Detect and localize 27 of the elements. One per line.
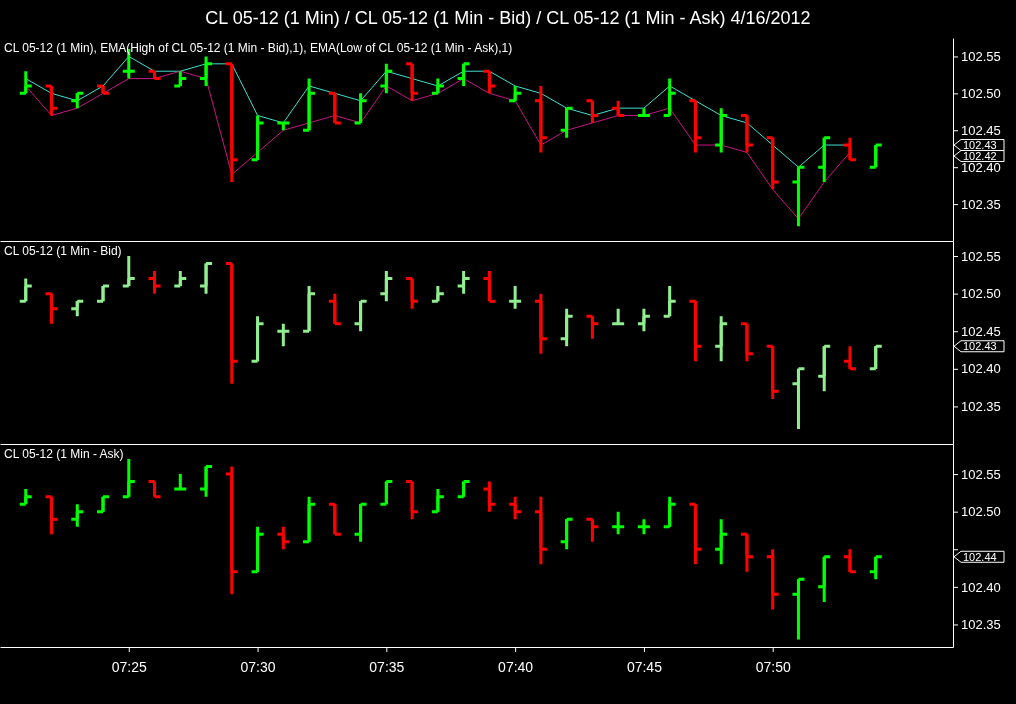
y-tick-label: 102.35	[961, 399, 1001, 415]
y-tick-label: 102.50	[961, 86, 1001, 102]
chart-subtitle: CL 05-12 (1 Min - Bid)	[4, 244, 122, 258]
chart-subtitle: CL 05-12 (1 Min), EMA(High of CL 05-12 (1 Min - Bid),1), EMA(Low of CL 05-12 (1 Min - Ask),1)	[4, 41, 513, 55]
y-tick-label: 102.55	[961, 248, 1001, 264]
x-tick-label: 07:50	[755, 658, 791, 675]
y-tick-label: 102.40	[961, 361, 1001, 377]
y-tick-label: 102.35	[961, 617, 1001, 633]
y-tick-label: 102.35	[961, 196, 1001, 212]
text: 102.43	[963, 139, 997, 152]
y-tick-label: 102.50	[961, 286, 1001, 302]
x-tick-label: 07:35	[369, 658, 405, 675]
y-tick-label: 102.45	[961, 122, 1001, 138]
x-tick-label: 07:30	[240, 658, 276, 675]
text: 102.44	[963, 550, 997, 563]
line-series	[25, 70, 851, 220]
y-tick-label: 102.45	[961, 323, 1001, 339]
text: 102.43	[963, 340, 997, 353]
y-tick-label: 102.55	[961, 466, 1001, 482]
chart-subtitle: CL 05-12 (1 Min - Ask)	[4, 447, 124, 461]
chart-title: CL 05-12 (1 Min) / CL 05-12 (1 Min - Bid) / CL 05-12 (1 Min - Ask) 4/16/2012	[205, 8, 811, 28]
x-tick-label: 07:25	[111, 658, 148, 675]
x-tick-label: 07:40	[498, 658, 534, 675]
x-tick-label: 07:45	[626, 658, 663, 675]
y-tick-label: 102.50	[961, 504, 1001, 520]
y-tick-label: 102.40	[961, 579, 1001, 595]
y-tick-label: 102.55	[961, 49, 1001, 65]
